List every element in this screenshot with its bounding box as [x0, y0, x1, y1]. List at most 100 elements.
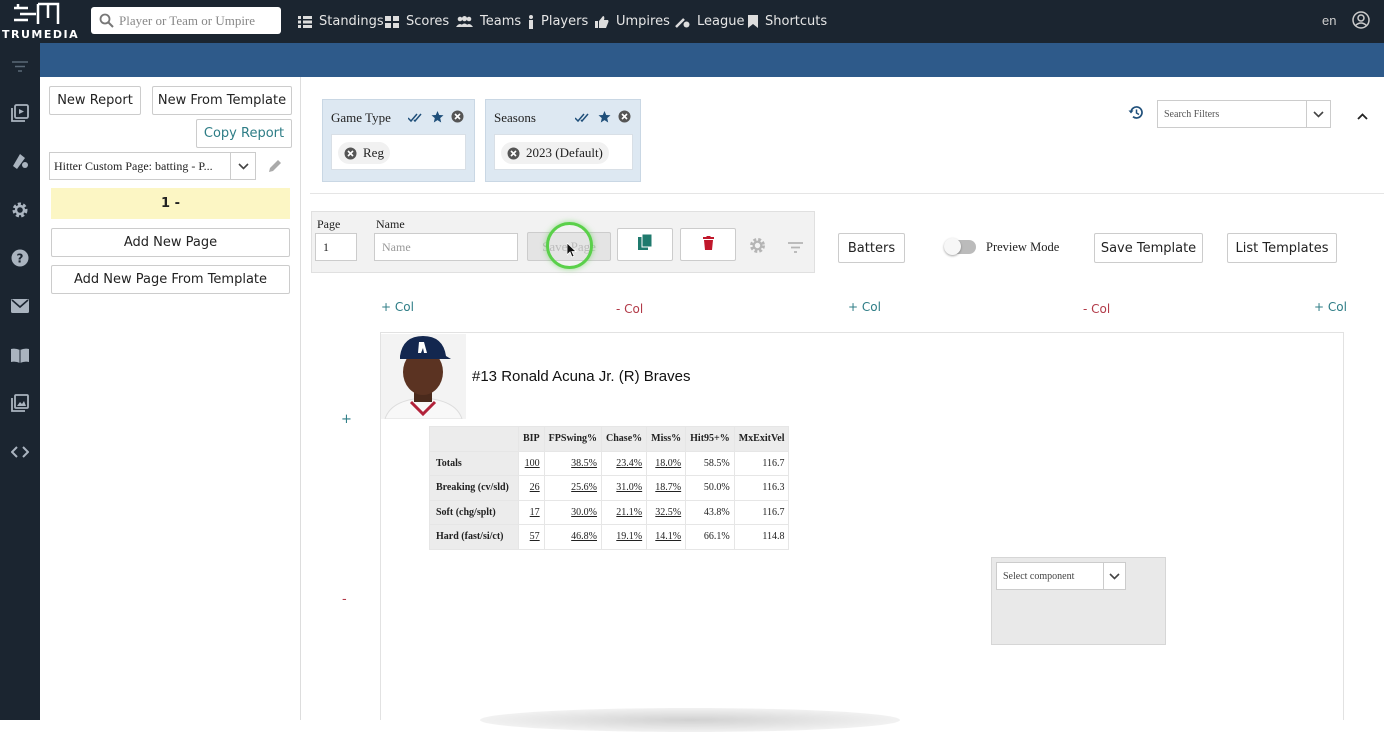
table-row: Totals 100 38.5% 23.4% 18.0% 58.5% 116.7 [429, 450, 790, 476]
svg-text:?: ? [17, 252, 24, 266]
star-icon[interactable] [431, 110, 444, 128]
chevron-down-icon[interactable] [1306, 101, 1330, 127]
edit-pencil-icon[interactable] [267, 158, 283, 179]
copy-report-button[interactable]: Copy Report [196, 119, 292, 148]
add-new-page-from-template-button[interactable]: Add New Page From Template [51, 265, 290, 294]
report-select[interactable]: Hitter Custom Page: batting - P... [49, 152, 256, 180]
settings-gear-icon[interactable] [749, 237, 766, 259]
logo-text: TRUMEDIA [2, 28, 80, 41]
filter-lines-icon[interactable] [10, 56, 30, 76]
top-navigation-bar: TRUMEDIA Player or Team or Umpire Standi… [0, 0, 1384, 43]
trumedia-logo[interactable]: TRUMEDIA [0, 2, 80, 41]
remove-filter-icon[interactable] [451, 110, 464, 128]
check-all-icon[interactable] [407, 110, 424, 128]
stats-table: BIP FPSwing% Chase% Miss% Hit95+% MxExit… [429, 426, 790, 550]
remove-filter-icon[interactable] [618, 110, 631, 128]
global-search-input[interactable]: Player or Team or Umpire [91, 7, 281, 34]
select-component-dropdown[interactable]: Select component [996, 562, 1126, 590]
palette-icon[interactable] [10, 151, 30, 171]
stat-cell-link[interactable]: 19.1% [601, 524, 648, 550]
code-icon[interactable] [10, 442, 30, 462]
search-filters-select[interactable]: Search Filters [1157, 100, 1331, 128]
search-icon [99, 13, 114, 28]
stat-cell: 50.0% [685, 475, 735, 501]
add-column-link[interactable]: + Col [1314, 300, 1347, 314]
chip-remove-icon[interactable] [507, 147, 520, 160]
collapse-filters-icon[interactable] [1357, 107, 1368, 125]
row-label: Soft (chg/splt) [429, 499, 519, 525]
add-new-page-button[interactable]: Add New Page [51, 228, 290, 257]
remove-row-link[interactable]: - [342, 592, 347, 607]
chip-reg[interactable]: Reg [338, 142, 390, 164]
person-icon [528, 14, 534, 29]
help-icon[interactable]: ? [10, 248, 30, 268]
star-icon[interactable] [598, 110, 611, 128]
stat-cell-link[interactable]: 31.0% [601, 475, 648, 501]
gear-icon[interactable] [10, 200, 30, 220]
stat-cell-link[interactable]: 38.5% [543, 450, 603, 476]
add-row-link[interactable]: + [341, 412, 352, 427]
batters-button[interactable]: Batters [838, 233, 905, 263]
filter-icon[interactable] [788, 240, 803, 258]
column-header: BIP [518, 426, 545, 452]
mail-icon[interactable] [10, 296, 30, 316]
stat-cell-link[interactable]: 14.1% [646, 524, 687, 550]
stat-cell-link[interactable]: 17 [518, 499, 545, 525]
stat-cell-link[interactable]: 32.5% [646, 499, 687, 525]
nav-league[interactable]: League [675, 0, 744, 43]
duplicate-page-button[interactable] [617, 228, 673, 261]
reports-icon[interactable] [10, 103, 30, 123]
nav-teams[interactable]: Teams [456, 0, 521, 43]
preview-mode-toggle[interactable] [944, 238, 976, 255]
filter-seasons-values[interactable]: 2023 (Default) [494, 134, 633, 170]
chip-season-2023[interactable]: 2023 (Default) [501, 142, 609, 164]
row-label: Totals [429, 450, 519, 476]
filter-game-type-values[interactable]: Reg [331, 134, 466, 170]
stat-cell-link[interactable]: 46.8% [543, 524, 603, 550]
add-column-link[interactable]: + Col [848, 300, 881, 314]
check-all-icon[interactable] [574, 110, 591, 128]
book-icon[interactable] [10, 345, 30, 365]
new-report-button[interactable]: New Report [49, 86, 141, 115]
stat-cell-link[interactable]: 26 [518, 475, 545, 501]
report-select-value: Hitter Custom Page: batting - P... [54, 159, 213, 173]
remove-column-link[interactable]: - Col [1083, 302, 1111, 316]
page-item-1[interactable]: 1 - [51, 188, 290, 219]
save-template-button[interactable]: Save Template [1094, 233, 1203, 263]
baseball-icon [675, 15, 690, 28]
filter-seasons-title: Seasons [494, 110, 536, 125]
column-header: Chase% [601, 426, 648, 452]
nav-scores[interactable]: Scores [385, 0, 449, 43]
stat-cell-link[interactable]: 21.1% [601, 499, 648, 525]
delete-page-button[interactable] [680, 228, 736, 261]
nav-standings[interactable]: Standings [298, 0, 384, 43]
add-column-link[interactable]: + Col [381, 300, 414, 314]
table-row: Hard (fast/si/ct) 57 46.8% 19.1% 14.1% 6… [429, 524, 790, 550]
chevron-down-icon[interactable] [1103, 563, 1125, 589]
stat-cell-link[interactable]: 18.0% [646, 450, 687, 476]
column-header: Miss% [646, 426, 687, 452]
stat-cell-link[interactable]: 25.6% [543, 475, 603, 501]
chip-remove-icon[interactable] [344, 147, 357, 160]
new-from-template-button[interactable]: New From Template [152, 86, 292, 115]
page-number-input[interactable]: 1 [315, 233, 357, 261]
filters-area [310, 92, 1384, 194]
stat-cell-link[interactable]: 23.4% [601, 450, 648, 476]
remove-column-link[interactable]: - Col [616, 302, 644, 316]
stat-cell-link[interactable]: 100 [518, 450, 545, 476]
nav-shortcuts[interactable]: Shortcuts [748, 0, 827, 43]
language-selector[interactable]: en [1322, 13, 1337, 28]
user-account-icon[interactable] [1352, 11, 1370, 34]
list-templates-button[interactable]: List Templates [1227, 233, 1337, 263]
header-band [40, 43, 1384, 77]
page-name-input[interactable]: Name [374, 233, 518, 261]
nav-umpires[interactable]: Umpires [595, 0, 670, 43]
stat-cell-link[interactable]: 30.0% [543, 499, 603, 525]
filter-seasons: Seasons 2023 (Default) [485, 99, 641, 182]
chevron-down-icon[interactable] [230, 153, 255, 179]
nav-players[interactable]: Players [528, 0, 588, 43]
stat-cell-link[interactable]: 57 [518, 524, 545, 550]
stat-cell-link[interactable]: 18.7% [646, 475, 687, 501]
history-icon[interactable] [1128, 105, 1144, 125]
images-icon[interactable] [10, 393, 30, 413]
